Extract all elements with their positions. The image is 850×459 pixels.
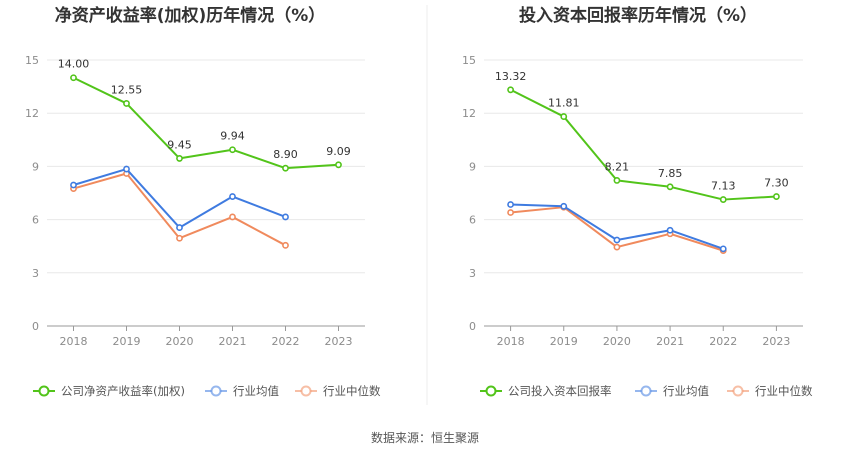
data-label: 7.30: [764, 177, 789, 190]
data-point-industry_median: [282, 241, 289, 249]
data-point-industry_median: [176, 234, 183, 242]
data-point-company: [176, 155, 183, 162]
legend-swatch-marker: [210, 385, 222, 397]
x-tick-label: 2022: [709, 335, 737, 348]
series-line-industry_avg: [73, 168, 286, 229]
legend-item-industry_avg[interactable]: 行业均值: [635, 384, 709, 398]
legend-item-industry_median[interactable]: 行业中位数: [727, 384, 813, 398]
data-point-company: [507, 86, 514, 94]
series-line-company: [73, 76, 339, 170]
data-point-company: [282, 164, 289, 172]
y-tick-label: 12: [462, 107, 476, 120]
y-tick-label: 3: [469, 267, 476, 280]
data-point-company: [229, 146, 236, 154]
legend-label: 公司净资产收益率(加权): [61, 384, 185, 398]
data-point-industry_median: [613, 243, 621, 251]
legend-swatch-marker: [640, 385, 652, 397]
data-point-company: [666, 183, 674, 191]
data-point-company: [560, 113, 568, 120]
data-source-note: 数据来源：恒生聚源: [371, 430, 479, 445]
x-tick-label: 2020: [166, 335, 194, 348]
roe-chart: 净资产收益率(加权)历年情况（%） 0 3 6 9 12 15 2018 2019 2020 20…: [25, 5, 381, 398]
legend-swatch-marker: [300, 385, 312, 397]
data-label: 13.32: [495, 70, 527, 83]
x-tick-label: 2018: [497, 335, 525, 348]
x-tick-label: 2021: [219, 335, 247, 348]
legend-item-industry_median[interactable]: 行业中位数: [295, 384, 381, 398]
data-point-industry_avg: [282, 213, 289, 221]
y-tick-label: 12: [25, 107, 39, 120]
y-tick-label: 6: [469, 214, 476, 227]
legend-swatch-marker: [38, 385, 50, 397]
legend-item-industry_avg[interactable]: 行业均值: [205, 384, 279, 398]
data-point-industry_avg: [666, 226, 674, 234]
data-point-industry_avg: [123, 165, 130, 173]
roic-chart: 投入资本回报率历年情况（%） 0 3 6 9 12 15 2018 2019 2020 2021 2…: [462, 5, 813, 398]
data-point-company: [123, 100, 130, 107]
data-point-industry_avg: [507, 201, 514, 208]
series-line-company: [510, 88, 777, 201]
x-tick-label: 2019: [550, 335, 578, 348]
y-tick-label: 9: [32, 160, 39, 173]
y-tick-label: 15: [25, 54, 39, 67]
y-tick-label: 0: [32, 320, 39, 333]
data-label: 14.00: [58, 58, 90, 71]
data-point-industry_avg: [176, 224, 183, 231]
chart-title: 投入资本回报率历年情况（%）: [519, 5, 757, 26]
data-label: 7.85: [658, 167, 683, 180]
x-tick-label: 2019: [113, 335, 141, 348]
data-point-industry_avg: [560, 202, 568, 210]
data-point-company: [335, 161, 342, 169]
data-point-industry_median: [507, 209, 514, 216]
data-point-company: [773, 193, 780, 200]
data-label: 9.94: [220, 130, 245, 143]
y-tick-label: 15: [462, 54, 476, 67]
x-tick-label: 2020: [603, 335, 631, 348]
x-tick-label: 2018: [60, 335, 88, 348]
legend-swatch-marker: [485, 385, 497, 397]
data-label: 9.09: [326, 145, 351, 158]
data-point-company: [719, 196, 727, 203]
legend-label: 行业中位数: [323, 384, 381, 398]
data-label: 9.45: [167, 138, 192, 151]
legend-label: 行业均值: [663, 384, 709, 398]
data-label: 8.21: [605, 160, 630, 173]
data-label: 7.13: [711, 180, 736, 193]
x-tick-label: 2023: [325, 335, 353, 348]
y-tick-label: 3: [32, 267, 39, 280]
data-point-company: [70, 74, 77, 82]
y-tick-label: 0: [469, 320, 476, 333]
legend-swatch-marker: [732, 385, 744, 397]
data-label: 11.81: [548, 97, 580, 110]
data-point-company: [613, 177, 621, 184]
x-tick-label: 2023: [762, 335, 790, 348]
legend-label: 公司投入资本回报率: [508, 384, 612, 398]
series-line-industry_median: [73, 172, 286, 247]
data-point-industry_median: [229, 213, 236, 221]
data-point-industry_avg: [613, 236, 621, 244]
y-tick-label: 6: [32, 214, 39, 227]
legend-label: 行业中位数: [755, 384, 813, 398]
legend-item-company[interactable]: 公司投入资本回报率: [480, 384, 612, 398]
chart-title: 净资产收益率(加权)历年情况（%）: [55, 5, 326, 26]
data-point-industry_avg: [229, 193, 236, 200]
legend-label: 行业均值: [233, 384, 279, 398]
x-tick-label: 2022: [272, 335, 300, 348]
y-tick-label: 9: [469, 160, 476, 173]
legend-item-company[interactable]: 公司净资产收益率(加权): [33, 384, 185, 398]
x-tick-label: 2021: [656, 335, 684, 348]
data-point-industry_avg: [719, 245, 727, 253]
data-point-industry_avg: [70, 181, 77, 189]
data-label: 8.90: [273, 148, 298, 161]
data-label: 12.55: [111, 83, 143, 96]
